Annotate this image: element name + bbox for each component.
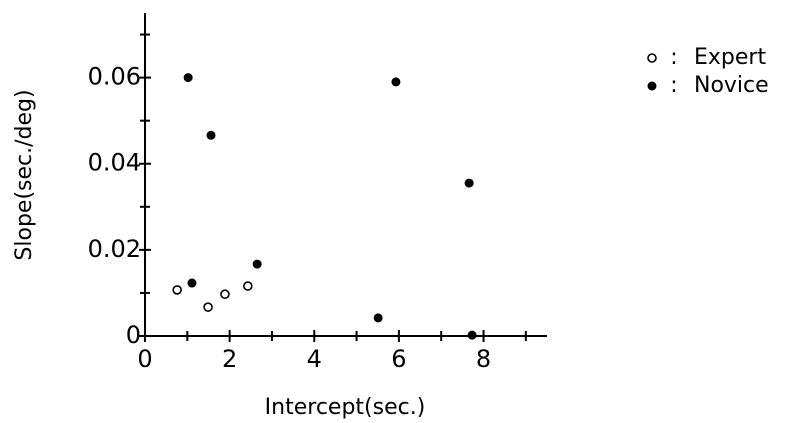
x-tick-label: 2 — [222, 345, 237, 373]
y-axis-title: Slope(sec./deg) — [12, 89, 37, 260]
x-tick-label: 0 — [137, 345, 152, 373]
point — [220, 289, 230, 300]
point — [187, 278, 197, 288]
point — [243, 281, 253, 291]
legend-marker — [647, 53, 657, 63]
x-axis-title: Intercept(sec.) — [265, 395, 426, 420]
point — [464, 178, 474, 188]
legend-separator: : — [670, 45, 677, 70]
point — [391, 77, 401, 87]
y-tick-label: 0 — [126, 321, 141, 349]
point — [252, 259, 262, 269]
legend-label: Novice — [694, 73, 769, 98]
y-tick-label: 0.04 — [88, 149, 141, 177]
x-tick-label: 6 — [391, 345, 406, 373]
point — [203, 302, 213, 312]
point — [206, 130, 216, 140]
x-tick-label: 8 — [476, 345, 491, 373]
y-tick-label: 0.02 — [88, 235, 141, 263]
legend-label: Expert — [694, 45, 766, 70]
point — [373, 313, 383, 323]
point — [467, 330, 477, 340]
legend-marker — [647, 81, 657, 91]
point — [183, 73, 193, 83]
y-tick-label: 0.06 — [88, 63, 141, 91]
point — [172, 285, 182, 295]
x-tick-label: 4 — [307, 345, 322, 373]
legend-separator: : — [670, 73, 677, 98]
